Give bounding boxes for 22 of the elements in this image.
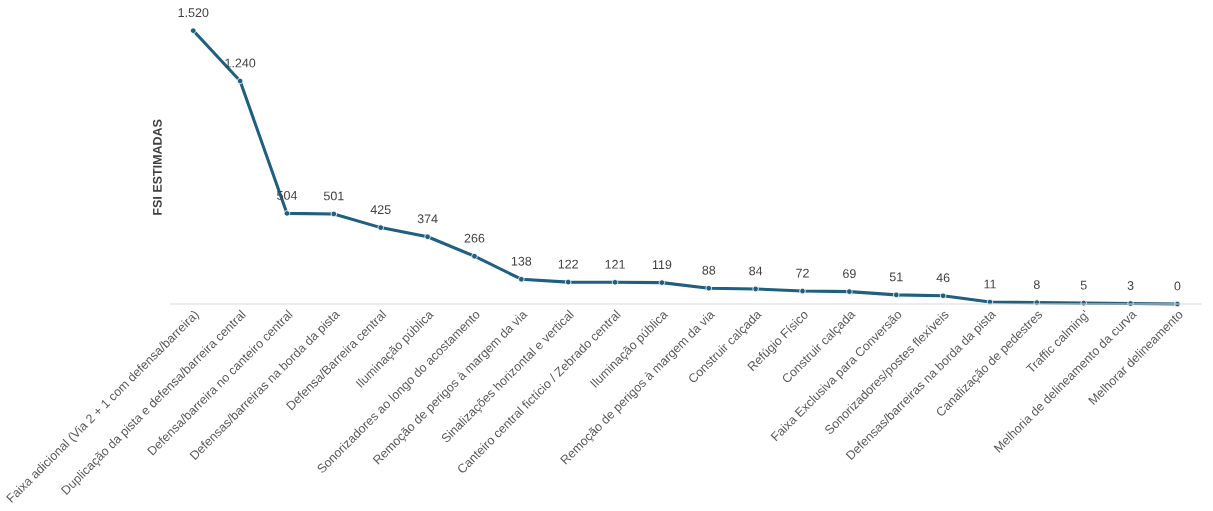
data-label: 374 [417,214,438,224]
data-label: 121 [605,259,625,269]
data-label: 51 [889,272,903,282]
data-label: 425 [370,205,391,215]
data-label: 11 [984,279,996,289]
data-label: 138 [511,256,532,266]
y-axis-title: FSI ESTIMADAS [152,119,162,215]
data-label: 1.240 [225,58,256,68]
data-label: 1.520 [178,8,209,18]
data-label: 88 [702,265,716,275]
data-label: 8 [1033,280,1040,290]
data-label: 72 [796,268,809,278]
data-label: 501 [323,191,344,201]
data-label: 69 [843,269,856,279]
data-label: 122 [558,259,578,269]
data-label: 5 [1080,280,1087,290]
data-label: 46 [936,273,950,283]
data-label: 119 [652,260,672,270]
data-label: 3 [1127,281,1134,290]
data-label: 266 [464,233,485,243]
data-label: 0 [1174,281,1181,291]
data-label: 84 [749,266,763,276]
